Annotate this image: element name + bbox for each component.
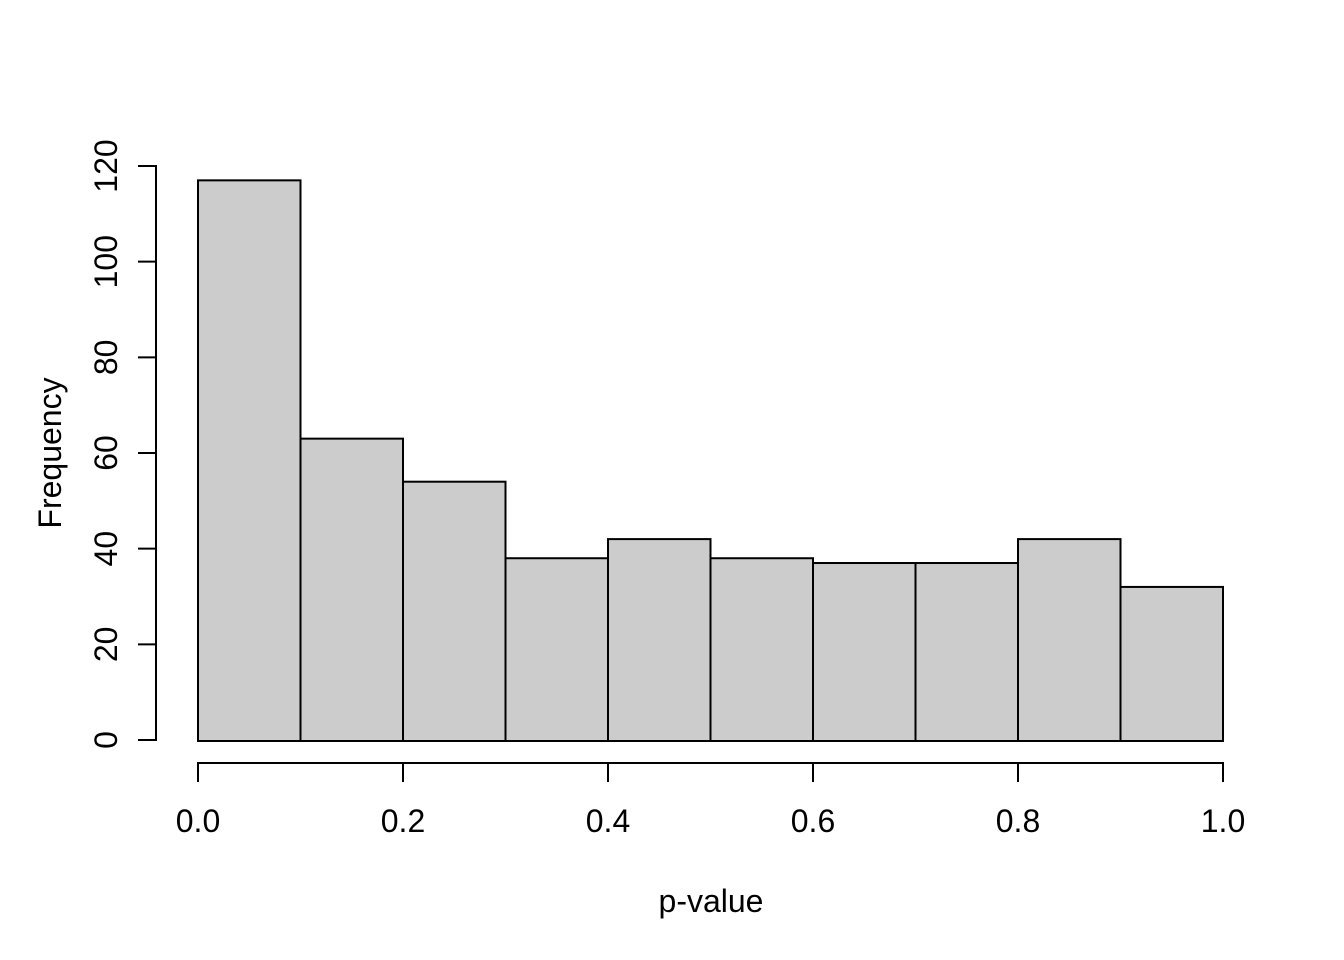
y-tick-label: 80 <box>88 340 124 376</box>
y-tick-label: 100 <box>88 235 124 288</box>
histogram-bar <box>607 538 712 742</box>
y-axis-title: Frequency <box>32 377 68 529</box>
histogram-bar <box>1017 538 1122 742</box>
histogram-bar <box>504 557 609 742</box>
x-tick-label: 0.4 <box>586 803 630 839</box>
x-tick-label: 1.0 <box>1201 803 1245 839</box>
x-tick-label: 0.6 <box>791 803 835 839</box>
x-tick-label: 0.8 <box>996 803 1040 839</box>
histogram-bar <box>402 480 507 742</box>
y-tick-label: 20 <box>88 627 124 663</box>
y-tick-label: 120 <box>88 139 124 192</box>
histogram-bar <box>709 557 814 742</box>
y-tick-label: 40 <box>88 531 124 567</box>
x-tick-label: 0.2 <box>381 803 425 839</box>
x-tick-label: 0.0 <box>176 803 220 839</box>
y-tick-label: 60 <box>88 435 124 471</box>
histogram-bar <box>197 179 302 743</box>
histogram-bar <box>812 562 917 742</box>
histogram-bar <box>1119 585 1224 743</box>
histogram-bar <box>299 437 404 742</box>
y-tick-label: 0 <box>88 731 124 749</box>
x-axis-title: p-value <box>658 883 764 919</box>
histogram-bar <box>914 562 1019 742</box>
